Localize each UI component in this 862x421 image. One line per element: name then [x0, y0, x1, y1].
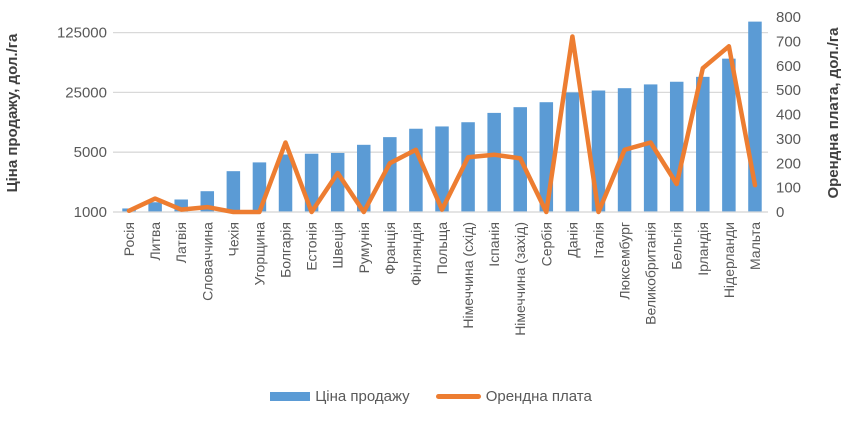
- legend: Ціна продажу Орендна плата: [0, 388, 862, 405]
- x-axis-label: Румунія: [356, 222, 372, 273]
- x-axis-label: Естонія: [304, 222, 320, 271]
- x-axis-label: Німеччина (захід): [512, 222, 528, 336]
- right-axis-tick-label: 800: [776, 9, 801, 26]
- right-axis-tick-label: 400: [776, 107, 801, 124]
- price-bar: [461, 122, 475, 212]
- x-axis-label: Іспанія: [486, 222, 502, 267]
- price-bar: [722, 58, 736, 213]
- rent-line: [126, 34, 758, 215]
- x-axis-label: Польща: [434, 222, 450, 275]
- x-axis-label: Данія: [564, 222, 580, 258]
- x-axis-label: Литва: [147, 222, 163, 261]
- x-axis-label: Мальта: [747, 222, 763, 270]
- x-axis-label: Болгарія: [278, 222, 294, 278]
- x-axis-label: Великобританія: [643, 222, 659, 325]
- right-axis-tick-label: 0: [776, 204, 784, 221]
- left-axis-tick-label: 125000: [57, 25, 107, 42]
- x-axis-label: Нідерланди: [721, 222, 737, 298]
- x-axis-label: Чехія: [225, 222, 241, 257]
- bar-swatch-icon: [270, 392, 311, 401]
- price-bar: [696, 76, 710, 212]
- price-bar: [357, 144, 371, 212]
- x-axis-label: Росія: [121, 222, 137, 256]
- right-axis-tick-label: 300: [776, 131, 801, 148]
- left-axis-title: Ціна продажу, дол./га: [4, 33, 21, 193]
- x-axis-label: Ірландія: [695, 222, 711, 276]
- left-axis-tick-label: 25000: [65, 84, 107, 101]
- price-bar: [409, 128, 423, 212]
- price-bar: [330, 152, 345, 212]
- left-axis-tick-label: 5000: [74, 144, 107, 161]
- right-axis-tick-label: 700: [776, 33, 801, 50]
- right-axis-tick-label: 600: [776, 58, 801, 75]
- legend-label-rent: Орендна плата: [485, 388, 592, 405]
- price-bar: [565, 92, 580, 212]
- x-axis-label: Угорщина: [251, 222, 267, 286]
- x-axis-label: Франція: [382, 222, 398, 275]
- price-bar: [487, 112, 501, 212]
- x-axis-label: Бельгія: [669, 222, 685, 270]
- right-axis-tick-label: 200: [776, 155, 801, 172]
- legend-item-sale-price: Ціна продажу: [270, 388, 410, 405]
- x-axis-label: Люксембург: [617, 222, 633, 300]
- x-axis-label: Італія: [590, 222, 606, 259]
- price-bar: [669, 81, 684, 212]
- legend-item-rent: Орендна плата: [435, 388, 592, 405]
- right-axis-title: Орендна плата, дол./га: [825, 27, 842, 199]
- right-axis-tick-label: 500: [776, 82, 801, 99]
- price-bar: [383, 137, 397, 212]
- x-axis-label: Латвія: [173, 222, 189, 263]
- price-bar: [435, 126, 449, 212]
- right-axis-tick-label: 100: [776, 180, 801, 197]
- price-bar: [226, 171, 241, 212]
- x-axis-label: Словаччина: [199, 222, 215, 301]
- price-bar: [643, 84, 658, 212]
- x-axis-label: Фінляндія: [408, 222, 424, 286]
- price-bar: [148, 202, 162, 212]
- left-axis-tick-label: 1000: [74, 204, 107, 221]
- legend-label-sale-price: Ціна продажу: [315, 388, 410, 405]
- price-bar: [539, 102, 554, 212]
- price-bar: [278, 154, 293, 212]
- x-axis-label: Сербія: [538, 222, 554, 266]
- x-axis-label: Швеція: [330, 222, 346, 269]
- x-axis-label: Німеччина (схід): [460, 222, 476, 329]
- line-swatch-icon: [435, 394, 481, 399]
